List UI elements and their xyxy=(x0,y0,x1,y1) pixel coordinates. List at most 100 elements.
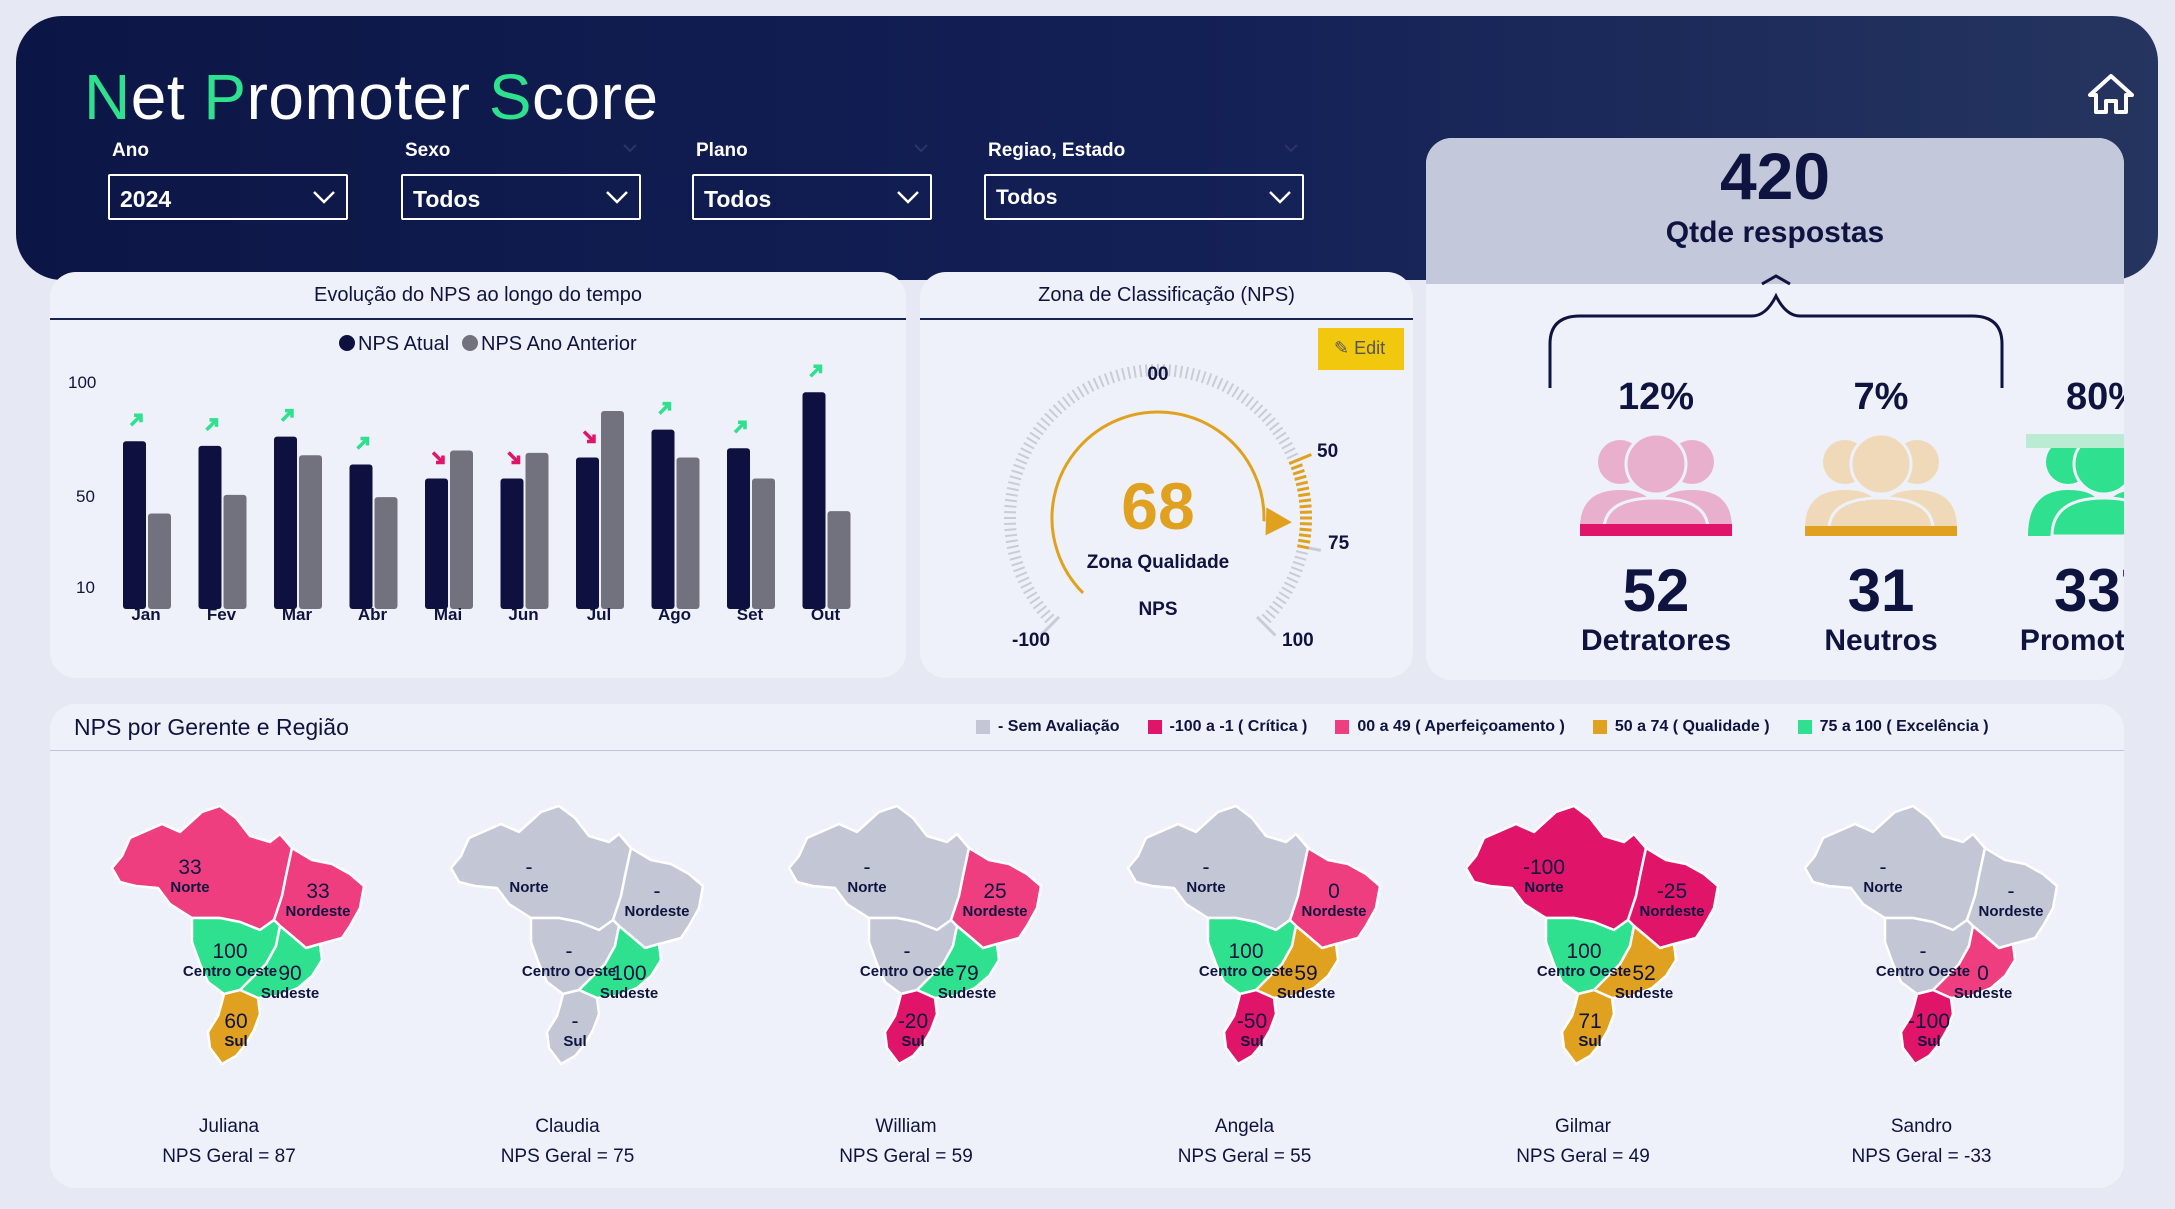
bar-atual-jan[interactable] xyxy=(123,441,146,609)
region-nordeste[interactable] xyxy=(1626,846,1720,950)
region-norte[interactable] xyxy=(787,804,971,932)
xtick-label: Jun xyxy=(508,605,538,624)
gauge-tick xyxy=(1295,480,1309,487)
chevron-down-icon[interactable] xyxy=(623,144,637,152)
gauge-tick xyxy=(1004,533,1018,538)
brazil-map-gilmar[interactable]: -100 Norte -25 Nordeste 100 Centro Oeste 52 Sud… xyxy=(1414,776,1752,1076)
edit-button[interactable]: ✎ Edit xyxy=(1318,328,1404,370)
gauge-tick xyxy=(1044,613,1055,624)
region-nordeste[interactable] xyxy=(272,846,366,950)
region-nordeste[interactable] xyxy=(949,846,1043,950)
bar-atual-set[interactable] xyxy=(727,448,750,609)
gauge-tick xyxy=(1066,392,1076,404)
trend-up-icon xyxy=(658,401,672,415)
bar-anterior-jun[interactable] xyxy=(525,452,549,609)
region-value: 100 xyxy=(1566,940,1601,963)
region-sul[interactable] xyxy=(883,988,939,1066)
brazil-map-juliana[interactable]: 33 Norte 33 Nordeste 100 Centro Oeste 90 Sudest… xyxy=(60,776,398,1076)
gauge-tick xyxy=(1231,386,1240,398)
bar-atual-mai[interactable] xyxy=(425,478,448,609)
region-sudeste[interactable] xyxy=(915,924,1001,1000)
legend-swatch xyxy=(976,720,990,734)
brazil-map-sandro[interactable]: - Norte - Nordeste - Centro Oeste 0 Sudeste -100… xyxy=(1753,776,2091,1076)
region-sul[interactable] xyxy=(206,988,262,1066)
trend-up-icon xyxy=(280,408,294,422)
region-name: Centro Oeste xyxy=(860,963,954,980)
region-sul[interactable] xyxy=(1560,988,1616,1066)
region-norte[interactable] xyxy=(110,804,294,932)
bar-anterior-ago[interactable] xyxy=(676,457,700,609)
evolution-title: Evolução do NPS ao longo do tempo xyxy=(314,284,642,306)
filter-regiao-dropdown[interactable]: Todos xyxy=(984,174,1304,220)
region-name: Centro Oeste xyxy=(1198,963,1292,980)
brazil-map-william[interactable]: - Norte 25 Nordeste - Centro Oeste 79 Sudeste -2… xyxy=(737,776,1075,1076)
bar-anterior-abr[interactable] xyxy=(374,497,398,609)
region-sul[interactable] xyxy=(1899,988,1954,1066)
bar-anterior-set[interactable] xyxy=(752,478,775,609)
region-norte[interactable] xyxy=(1803,804,1986,932)
region-sul[interactable] xyxy=(1222,988,1277,1066)
gauge-tick xyxy=(1071,389,1080,401)
manager-nps-geral: NPS Geral = 49 xyxy=(1516,1146,1650,1167)
gauge-tick xyxy=(1005,539,1018,544)
gauge-tick xyxy=(1032,426,1044,436)
gauge-tick xyxy=(1211,375,1218,388)
bar-anterior-mar[interactable] xyxy=(299,455,322,609)
region-norte[interactable] xyxy=(1126,804,1309,932)
chevron-down-icon[interactable] xyxy=(914,144,928,152)
region-nordeste[interactable] xyxy=(611,846,704,950)
gauge-tick xyxy=(1121,368,1126,381)
region-sul[interactable] xyxy=(545,988,600,1066)
gauge-tick xyxy=(1023,586,1035,595)
responses-header xyxy=(1426,138,2124,284)
bar-atual-mar[interactable] xyxy=(274,436,297,609)
evolution-chart: NPS Atual NPS Ano Anterior 100 50 10 Jan… xyxy=(68,333,851,624)
filter-ano-dropdown[interactable]: 2024 xyxy=(108,174,348,220)
region-norte[interactable] xyxy=(449,804,632,932)
filter-plano-label: Plano xyxy=(696,140,748,161)
bar-atual-jun[interactable] xyxy=(500,478,524,609)
brazil-map-angela[interactable]: - Norte 0 Nordeste 100 Centro Oeste 59 Sudeste -… xyxy=(1076,776,1414,1076)
region-nordeste[interactable] xyxy=(1965,846,2058,950)
bar-anterior-mai[interactable] xyxy=(450,450,473,609)
region-value: 79 xyxy=(955,962,978,985)
chevron-down-icon[interactable] xyxy=(1284,144,1298,152)
xtick-label: Mai xyxy=(434,605,462,624)
region-name: Sul xyxy=(1578,1033,1601,1050)
trend-up-icon xyxy=(733,420,747,434)
gauge-tick xyxy=(1286,452,1299,460)
bar-atual-abr[interactable] xyxy=(349,464,373,609)
gauge-tick xyxy=(1103,373,1110,386)
gauge-tick xyxy=(1168,364,1172,377)
ytick-label: 10 xyxy=(76,578,95,597)
people-group-icon xyxy=(1580,434,1732,536)
bar-anterior-jan[interactable] xyxy=(148,513,171,609)
region-sudeste[interactable] xyxy=(238,924,324,1000)
bar-atual-out[interactable] xyxy=(802,392,826,609)
region-sudeste[interactable] xyxy=(1931,924,2016,1000)
region-sudeste[interactable] xyxy=(1592,924,1678,1000)
gauge-tick xyxy=(1294,474,1307,481)
gauge-tick xyxy=(1005,492,1018,497)
bar-anterior-jul[interactable] xyxy=(601,410,624,609)
filter-sexo-dropdown[interactable]: Todos xyxy=(401,174,641,220)
gauge-pointer-icon xyxy=(1265,507,1292,536)
bar-anterior-fev[interactable] xyxy=(223,494,247,609)
bar-atual-fev[interactable] xyxy=(198,445,222,609)
home-icon[interactable] xyxy=(2088,74,2134,114)
bar-atual-ago[interactable] xyxy=(651,429,675,609)
bar-anterior-out[interactable] xyxy=(827,511,851,609)
gauge-tick xyxy=(1004,504,1017,508)
manager-name: Juliana xyxy=(198,1116,260,1137)
legend-swatch-anterior xyxy=(462,335,478,351)
region-sudeste[interactable] xyxy=(577,924,662,1000)
gauge-tick xyxy=(1092,377,1100,390)
region-nordeste[interactable] xyxy=(1288,846,1381,950)
trend-up-icon xyxy=(129,413,143,427)
brazil-map-claudia[interactable]: - Norte - Nordeste - Centro Oeste 100 Sudeste - S… xyxy=(399,776,737,1076)
region-sudeste[interactable] xyxy=(1254,924,1339,1000)
region-name: Sudeste xyxy=(599,985,657,1002)
bar-atual-jul[interactable] xyxy=(576,457,599,609)
gauge-tick xyxy=(1268,605,1280,615)
filter-plano-dropdown[interactable]: Todos xyxy=(692,174,932,220)
